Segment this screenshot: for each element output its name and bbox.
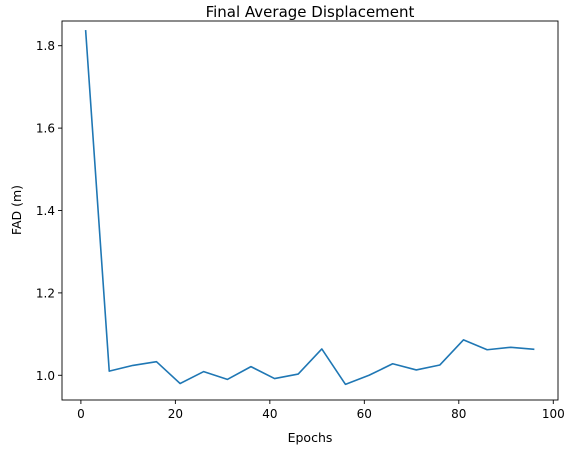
data-point [274,378,276,380]
data-point [132,365,134,367]
y-tick-label: 1.4 [36,204,55,218]
series-line [84,30,535,386]
data-point [321,348,323,350]
y-tick-label: 1.2 [36,286,55,300]
data-point [392,363,394,365]
y-tick-label: 1.0 [36,369,55,383]
x-tick-label: 100 [542,407,565,421]
x-tick-label: 40 [262,407,277,421]
x-tick-label: 80 [451,407,466,421]
data-point [85,29,87,31]
y-tick-label: 1.6 [36,122,55,136]
data-point [108,370,110,372]
data-point [203,371,205,373]
x-tick-label: 60 [357,407,372,421]
x-tick-label: 0 [77,407,85,421]
plot-area [62,21,558,400]
data-point [250,366,252,368]
y-axis: 1.0 1.2 1.4 1.6 1.8 [36,39,62,383]
x-axis: 0 20 40 60 80 100 [77,400,565,421]
y-axis-label: FAD (m) [9,185,24,235]
data-point [156,361,158,363]
series-layer [84,29,536,386]
y-tick-label: 1.8 [36,39,55,53]
chart-title: Final Average Displacement [206,3,415,21]
data-point [439,364,441,366]
data-point [463,339,465,341]
x-tick-label: 20 [168,407,183,421]
data-point [227,379,229,381]
data-point [368,374,370,376]
x-axis-label: Epochs [288,430,333,445]
data-point [534,349,536,351]
data-point [179,383,181,385]
data-point [415,369,417,371]
data-point [486,349,488,351]
data-point [345,384,347,386]
data-point [297,373,299,375]
data-point [510,346,512,348]
